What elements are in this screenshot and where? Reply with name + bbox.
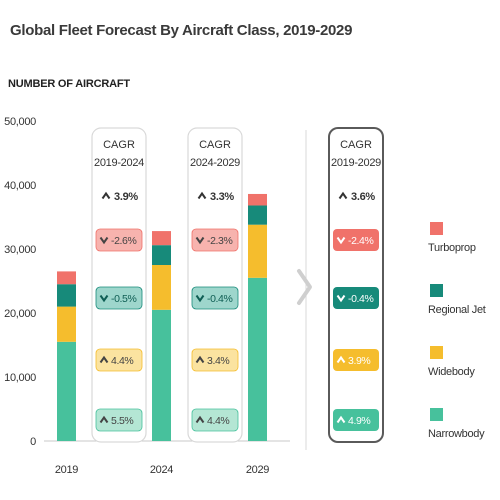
cagr-badge-value: -2.6%	[111, 235, 136, 247]
arrow-down-icon	[99, 294, 109, 303]
cagr-badge-value: 4.4%	[111, 355, 133, 367]
y-axis-label: NUMBER OF AIRCRAFT	[8, 78, 130, 90]
cagr-total-value: 3.3%	[210, 191, 234, 203]
cagr-badge-value: 5.5%	[111, 415, 133, 427]
cagr-title: CAGR	[103, 139, 135, 151]
cagr-badge-value: -2.4%	[348, 235, 373, 247]
legend-swatch	[430, 346, 443, 359]
cagr-title: CAGR	[340, 139, 372, 151]
arrow-up-icon	[195, 415, 205, 424]
cagr-panel: CAGR 2019-2029 3.6% -2.4% -0.4% 3.9% 4.9%	[328, 127, 384, 443]
bar-narrowbody-2019	[57, 341, 76, 441]
arrow-up-icon	[101, 191, 111, 200]
cagr-title: CAGR	[199, 139, 231, 151]
arrow-up-icon	[197, 191, 207, 200]
arrow-down-icon	[336, 236, 346, 245]
bar-widebody-2019	[57, 306, 76, 342]
bar-widebody-2024	[152, 265, 171, 310]
cagr-badge-value: -2.3%	[207, 235, 232, 247]
legend-label: Turboprop	[428, 242, 476, 254]
cagr-panel-frame	[91, 127, 147, 443]
y-tick-label: 40,000	[4, 180, 36, 192]
legend-swatch	[430, 222, 443, 235]
bar-narrowbody-2029	[248, 277, 267, 441]
legend-label: Regional Jet	[428, 304, 486, 316]
cagr-badge	[333, 409, 379, 431]
cagr-badge-value: 4.4%	[207, 415, 229, 427]
arrow-up-icon	[336, 355, 346, 364]
legend: Turboprop Regional Jet Widebody Narrowbody	[424, 220, 494, 450]
cagr-period: 2019-2029	[331, 157, 381, 169]
arrow-down-icon	[336, 294, 346, 303]
cagr-badge-value: 3.4%	[207, 355, 229, 367]
y-tick-label: 30,000	[4, 244, 36, 256]
cagr-badge	[191, 408, 239, 432]
cagr-badge	[191, 286, 239, 310]
bar-narrowbody-2024	[152, 309, 171, 441]
cagr-badge	[191, 228, 239, 252]
arrow-up-icon	[195, 355, 205, 364]
cagr-badge	[95, 348, 143, 372]
y-tick-label: 50,000	[4, 116, 36, 128]
arrow-up-icon	[99, 415, 109, 424]
cagr-badge-value: 4.9%	[348, 415, 370, 427]
cagr-panel: CAGR 2019-2024 3.9% -2.6% -0.5% 4.4% 5.5%	[91, 127, 147, 443]
arrow-up-icon	[338, 191, 348, 200]
cagr-total-value: 3.6%	[351, 191, 375, 203]
x-tick-label: 2019	[55, 464, 78, 476]
cagr-badge	[95, 286, 143, 310]
arrow-down-icon	[195, 236, 205, 245]
arrow-up-icon	[99, 355, 109, 364]
bar-regional-jet-2029	[248, 205, 267, 225]
legend-swatch	[430, 408, 443, 421]
y-tick-label: 0	[30, 436, 36, 448]
cagr-badge-value: 3.9%	[348, 355, 370, 367]
bar-turboprop-2019	[57, 271, 76, 285]
cagr-period: 2024-2029	[190, 157, 240, 169]
cagr-badge	[333, 349, 379, 371]
cagr-badge	[95, 408, 143, 432]
cagr-badge	[191, 348, 239, 372]
chart-title: Global Fleet Forecast By Aircraft Class,…	[10, 22, 353, 39]
cagr-badge	[333, 287, 379, 309]
cagr-badge-value: -0.4%	[348, 293, 373, 305]
arrow-up-icon	[336, 415, 346, 424]
legend-label: Narrowbody	[428, 428, 485, 440]
legend-label: Widebody	[428, 366, 475, 378]
chevron-right-icon	[297, 269, 312, 305]
y-tick-label: 10,000	[4, 372, 36, 384]
cagr-badge-value: -0.5%	[111, 293, 136, 305]
cagr-panel-frame	[328, 127, 384, 443]
cagr-period: 2019-2024	[94, 157, 144, 169]
arrow-down-icon	[195, 294, 205, 303]
cagr-badge	[95, 228, 143, 252]
bar-regional-jet-2024	[152, 245, 171, 265]
bar-regional-jet-2019	[57, 284, 76, 307]
cagr-badge-value: -0.4%	[207, 293, 232, 305]
cagr-total-value: 3.9%	[114, 191, 138, 203]
bar-turboprop-2029	[248, 193, 267, 206]
x-tick-label: 2029	[246, 464, 269, 476]
y-tick-label: 20,000	[4, 308, 36, 320]
legend-swatch	[430, 284, 443, 297]
x-tick-label: 2024	[150, 464, 173, 476]
cagr-panel: CAGR 2024-2029 3.3% -2.3% -0.4% 3.4% 4.4%	[187, 127, 243, 443]
bar-turboprop-2024	[152, 231, 171, 246]
cagr-panel-frame	[187, 127, 243, 443]
arrow-down-icon	[99, 236, 109, 245]
cagr-badge	[333, 229, 379, 251]
bar-widebody-2029	[248, 224, 267, 278]
